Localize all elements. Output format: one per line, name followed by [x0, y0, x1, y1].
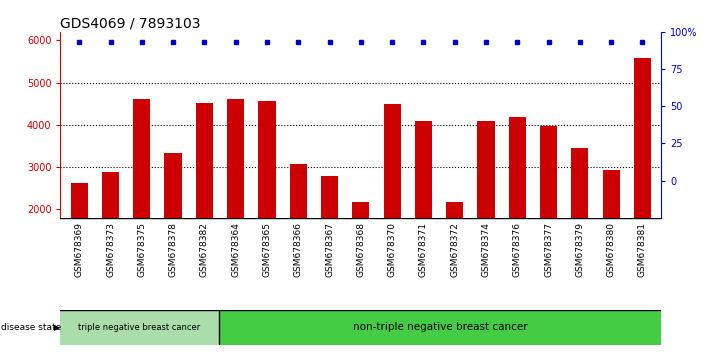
Text: GSM678376: GSM678376	[513, 222, 522, 277]
Bar	[383, 104, 401, 294]
Text: GSM678371: GSM678371	[419, 222, 428, 277]
Bar	[164, 153, 182, 294]
Bar	[446, 202, 464, 294]
Text: GSM678365: GSM678365	[262, 222, 272, 277]
Bar	[508, 117, 526, 294]
Text: GSM678382: GSM678382	[200, 222, 209, 277]
Bar	[415, 121, 432, 294]
Text: GDS4069 / 7893103: GDS4069 / 7893103	[60, 17, 201, 31]
Bar	[60, 310, 218, 345]
Text: GSM678375: GSM678375	[137, 222, 146, 277]
Bar	[196, 103, 213, 294]
Bar	[258, 101, 276, 294]
Bar	[218, 310, 661, 345]
Text: GSM678381: GSM678381	[638, 222, 647, 277]
Text: GSM678378: GSM678378	[169, 222, 178, 277]
Bar	[321, 176, 338, 294]
Bar	[540, 126, 557, 294]
Bar	[227, 99, 245, 294]
Bar	[477, 121, 495, 294]
Text: GSM678379: GSM678379	[575, 222, 584, 277]
Text: GSM678366: GSM678366	[294, 222, 303, 277]
Text: disease state: disease state	[1, 323, 61, 332]
Text: triple negative breast cancer: triple negative breast cancer	[78, 323, 201, 332]
Bar	[602, 170, 620, 294]
Text: non-triple negative breast cancer: non-triple negative breast cancer	[353, 322, 527, 332]
Text: GSM678369: GSM678369	[75, 222, 84, 277]
Bar	[634, 58, 651, 294]
Text: ▶: ▶	[54, 323, 60, 332]
Bar	[70, 183, 88, 294]
Text: GSM678364: GSM678364	[231, 222, 240, 277]
Bar	[289, 164, 307, 294]
Text: GSM678380: GSM678380	[606, 222, 616, 277]
Text: GSM678370: GSM678370	[387, 222, 397, 277]
Bar	[102, 172, 119, 294]
Bar	[571, 148, 589, 294]
Bar	[352, 202, 370, 294]
Text: GSM678373: GSM678373	[106, 222, 115, 277]
Text: GSM678377: GSM678377	[544, 222, 553, 277]
Text: GSM678367: GSM678367	[325, 222, 334, 277]
Text: GSM678374: GSM678374	[481, 222, 491, 277]
Bar	[133, 99, 151, 294]
Text: GSM678372: GSM678372	[450, 222, 459, 277]
Text: GSM678368: GSM678368	[356, 222, 365, 277]
